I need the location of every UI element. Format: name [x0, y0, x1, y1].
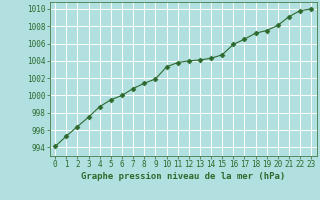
- X-axis label: Graphe pression niveau de la mer (hPa): Graphe pression niveau de la mer (hPa): [81, 172, 285, 181]
